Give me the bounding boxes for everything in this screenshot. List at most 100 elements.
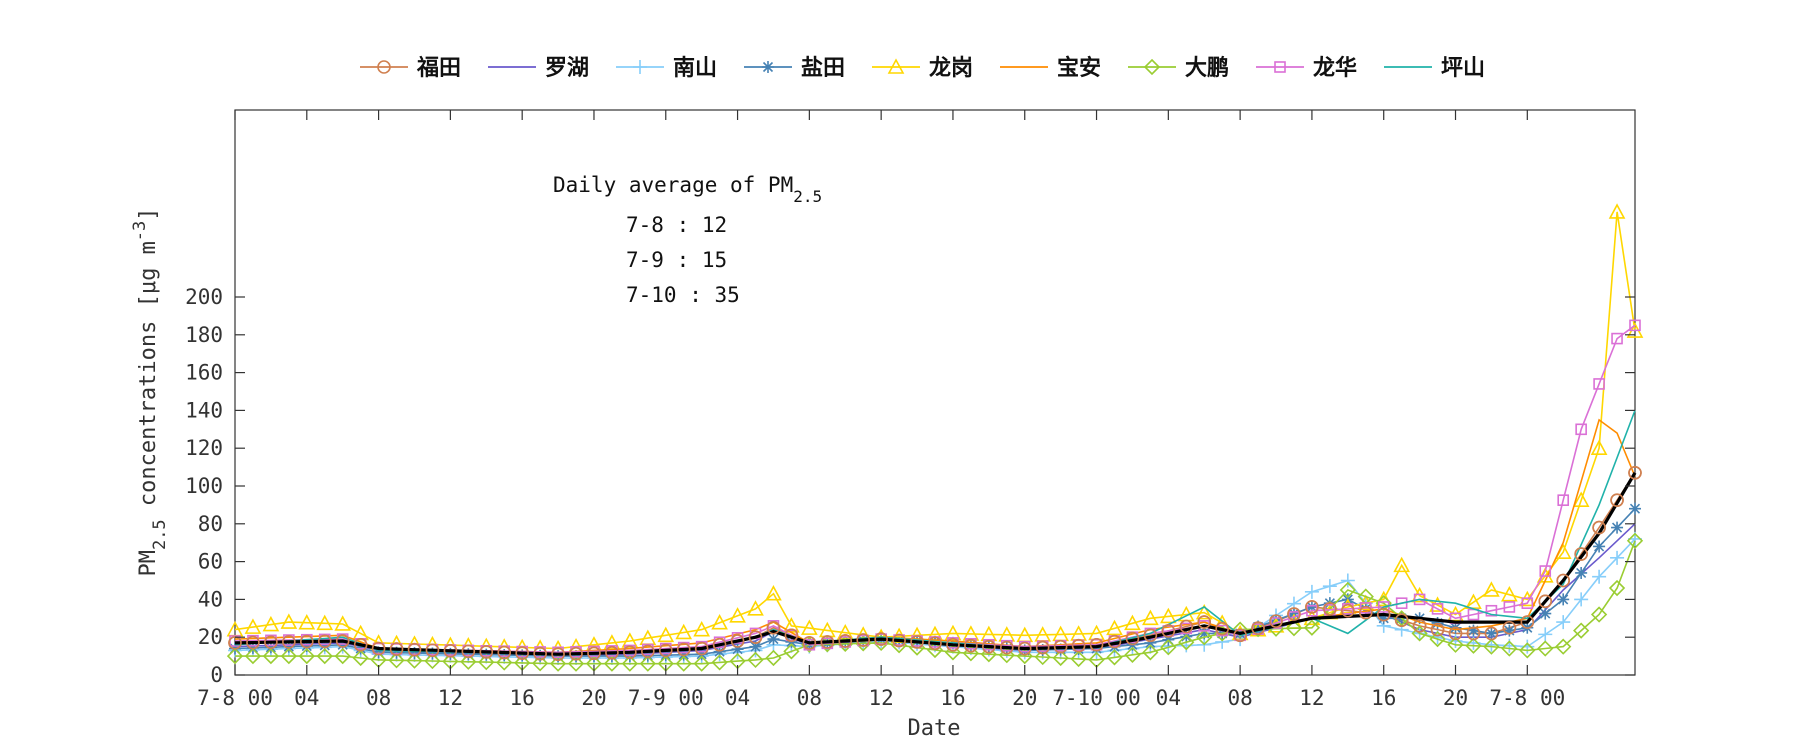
series-point — [1180, 630, 1193, 643]
series-point — [1431, 603, 1444, 615]
series-point — [1611, 521, 1624, 534]
y-tick-label: 60 — [198, 550, 223, 574]
series-point — [280, 647, 297, 665]
y-axis-title-sub: 2.5 — [150, 519, 170, 550]
series-point — [226, 647, 244, 665]
series-point — [1394, 613, 1409, 627]
series-point — [1412, 619, 1427, 633]
y-axis-title: PM2.5 concentrations [μg m-3] — [130, 207, 170, 576]
y-tick-label: 140 — [185, 398, 223, 422]
series-point — [1467, 624, 1480, 637]
series-point — [980, 646, 997, 663]
series-point — [711, 654, 728, 671]
series-point — [1341, 603, 1355, 618]
series-point — [874, 632, 888, 646]
x-axis: 7-8 00 04 08 12 16 20 7-9 00 04 08 12 16 20 7-10 00 0… — [197, 110, 1565, 710]
series-point — [639, 655, 656, 672]
series-point — [856, 633, 871, 647]
legend-marker — [1274, 61, 1286, 73]
series-point — [496, 654, 513, 671]
series-point — [1143, 628, 1158, 643]
x-tick-label: 7-8 00 — [197, 686, 273, 710]
series-point — [962, 645, 980, 662]
series-point — [836, 623, 854, 640]
series-point — [1215, 621, 1229, 636]
y-axis-title-sup: -3 — [130, 221, 150, 241]
series-point — [244, 618, 262, 634]
y-axis: 0 20 40 60 80 100 120 140 160 180 200 — [185, 285, 1635, 687]
series-point — [1377, 612, 1390, 625]
series-point — [264, 641, 277, 654]
x-tick-label: 12 — [869, 686, 894, 710]
series-point — [1593, 540, 1606, 553]
series-point — [1520, 639, 1535, 654]
series-point — [298, 647, 315, 665]
series-point — [1503, 624, 1516, 637]
series-point — [1285, 620, 1303, 637]
legend-label: 福田 — [416, 56, 461, 81]
series-point — [783, 643, 800, 660]
series-point — [910, 635, 924, 649]
series-point — [747, 651, 764, 669]
series-point — [675, 655, 692, 672]
series-point — [603, 655, 621, 672]
series-point — [479, 645, 494, 659]
series-point — [1052, 649, 1069, 667]
series-point — [1160, 639, 1177, 656]
series-point — [1339, 581, 1356, 599]
series-point — [1305, 600, 1318, 613]
series-point — [262, 647, 280, 665]
series-point — [388, 652, 405, 669]
series-point — [693, 655, 710, 672]
series-point — [928, 636, 942, 651]
annotation-title-sub: 2.5 — [793, 187, 822, 206]
series-point — [282, 635, 296, 649]
series-point — [1590, 606, 1608, 623]
series-point — [820, 635, 835, 649]
series-point — [299, 634, 314, 649]
x-tick-label: 20 — [1012, 686, 1037, 710]
series-point — [478, 654, 495, 671]
legend-item-2: 罗湖 — [488, 56, 589, 81]
series-point — [731, 643, 744, 656]
annotation-title-prefix: Daily average of PM — [553, 173, 793, 197]
x-tick-label: 08 — [366, 686, 391, 710]
series-point — [1466, 626, 1481, 641]
annotation-line-3: 7-10 : 35 — [626, 283, 740, 307]
series-point — [406, 652, 423, 669]
series-point — [1573, 622, 1590, 639]
daily-average-annotation: Daily average of PM2.5 7-8 : 12 7-9 : 15… — [553, 173, 822, 307]
series-point — [334, 615, 352, 631]
legend-item-7: 大鹏 — [1128, 55, 1229, 81]
series-point — [1107, 634, 1122, 649]
series-point — [1520, 615, 1535, 629]
series-point — [944, 644, 962, 661]
series-point — [1198, 627, 1211, 640]
series-point — [1503, 601, 1516, 613]
series-point — [551, 647, 565, 662]
series-point — [1179, 619, 1194, 634]
series-point — [1142, 644, 1159, 661]
series-point — [1501, 585, 1518, 602]
x-tick-label: 20 — [1443, 686, 1468, 710]
series-point — [999, 640, 1014, 655]
series-point — [1018, 644, 1031, 657]
series-line — [234, 211, 1636, 650]
y-tick-label: 160 — [185, 361, 223, 385]
series-point — [1125, 631, 1140, 646]
series-point — [657, 626, 675, 643]
series-point — [531, 655, 549, 672]
series-point — [1628, 465, 1642, 480]
series-point — [1393, 556, 1411, 573]
series-8 — [229, 319, 1641, 659]
series-point — [1106, 619, 1123, 636]
series-point — [1070, 650, 1087, 668]
series-point — [424, 652, 441, 670]
series-point — [1485, 604, 1498, 617]
y-tick-label: 120 — [185, 436, 223, 460]
series-point — [1593, 378, 1605, 390]
series-point — [1629, 502, 1641, 515]
series-point — [765, 649, 782, 667]
x-tick-label: 08 — [797, 686, 822, 710]
legend: 福田 罗湖 南山 盐田 龙岗 宝安 大鹏 龙华 坪山 — [360, 55, 1485, 81]
